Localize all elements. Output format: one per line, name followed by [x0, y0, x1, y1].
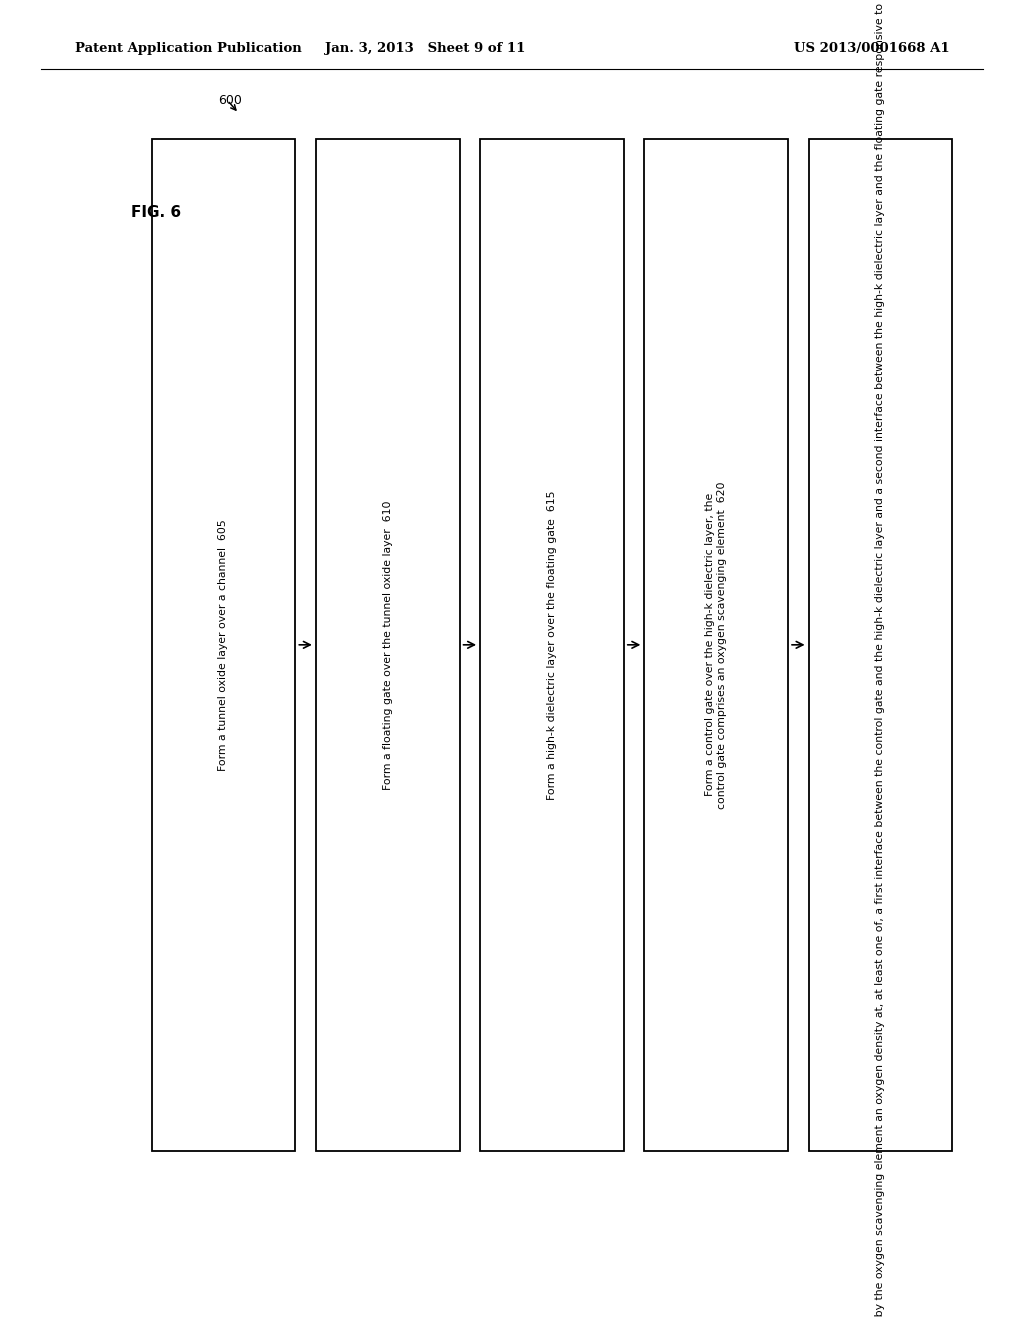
Text: Form a tunnel oxide layer over a channel  605: Form a tunnel oxide layer over a channel…	[218, 519, 228, 771]
Text: Jan. 3, 2013   Sheet 9 of 11: Jan. 3, 2013 Sheet 9 of 11	[325, 42, 525, 55]
Bar	[315, 139, 460, 1151]
Text: 600: 600	[218, 94, 243, 107]
Bar	[644, 139, 788, 1151]
Text: US 2013/0001668 A1: US 2013/0001668 A1	[794, 42, 949, 55]
Text: Form a control gate over the high-k dielectric layer, the
control gate comprises: Form a control gate over the high-k diel…	[705, 480, 727, 809]
Bar	[480, 139, 624, 1151]
Text: Patent Application Publication: Patent Application Publication	[75, 42, 301, 55]
Text: Form a floating gate over the tunnel oxide layer  610: Form a floating gate over the tunnel oxi…	[383, 500, 392, 789]
Text: Decrease by the oxygen scavenging element an oxygen density at, at least one of,: Decrease by the oxygen scavenging elemen…	[876, 0, 886, 1320]
Bar	[809, 139, 952, 1151]
Text: Form a high-k dielectric layer over the floating gate  615: Form a high-k dielectric layer over the …	[547, 490, 557, 800]
Bar	[152, 139, 295, 1151]
Text: FIG. 6: FIG. 6	[131, 205, 181, 219]
